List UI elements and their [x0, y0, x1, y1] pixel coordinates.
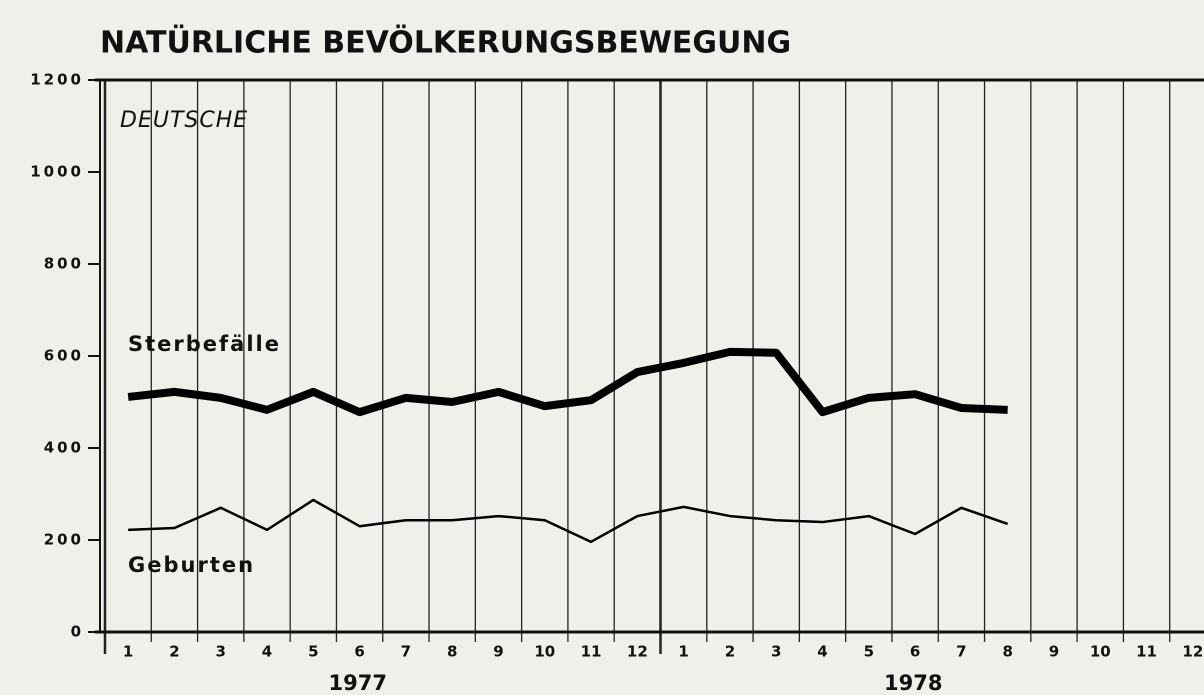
x-tick-label: 8: [1002, 643, 1012, 661]
y-tick-label: 0: [71, 623, 84, 641]
x-tick-label: 12: [627, 643, 648, 661]
x-tick-label: 3: [771, 643, 781, 661]
x-tick-label: 7: [401, 643, 411, 661]
year-label: 1977: [329, 671, 387, 695]
y-tick-label: 800: [44, 255, 84, 273]
x-tick-label: 10: [1090, 643, 1111, 661]
x-tick-label: 1: [123, 643, 133, 661]
series-line: [128, 498, 1009, 544]
x-tick-label: 3: [216, 643, 226, 661]
x-tick-label: 1: [678, 643, 688, 661]
x-tick-label: 11: [1136, 643, 1157, 661]
x-tick-label: 9: [493, 643, 503, 661]
series-label: Geburten: [128, 553, 255, 577]
x-tick-label: 2: [169, 643, 179, 661]
x-tick-label: 5: [308, 643, 318, 661]
x-tick-label: 11: [581, 643, 602, 661]
y-tick-label: 200: [44, 531, 84, 549]
chart-title: NATÜRLICHE BEVÖLKERUNGSBEWEGUNG: [100, 24, 791, 61]
x-tick-label: 7: [956, 643, 966, 661]
x-tick-label: 2: [725, 643, 735, 661]
x-tick-label: 5: [864, 643, 874, 661]
x-tick-label: 4: [262, 643, 272, 661]
series-line: [127, 347, 1008, 417]
chart-subtitle: DEUTSCHE: [120, 108, 248, 133]
x-tick-label: 6: [910, 643, 920, 661]
y-tick-label: 1200: [30, 71, 84, 89]
x-tick-label: 6: [354, 643, 364, 661]
series-label: Sterbefälle: [128, 332, 281, 356]
y-tick-label: 1000: [30, 163, 84, 181]
x-tick-label: 4: [817, 643, 827, 661]
x-tick-label: 9: [1049, 643, 1059, 661]
y-tick-label: 600: [44, 347, 84, 365]
x-tick-label: 12: [1182, 643, 1203, 661]
y-tick-label: 400: [44, 439, 84, 457]
year-label: 1978: [884, 671, 942, 695]
x-tick-label: 10: [534, 643, 555, 661]
x-tick-label: 8: [447, 643, 457, 661]
